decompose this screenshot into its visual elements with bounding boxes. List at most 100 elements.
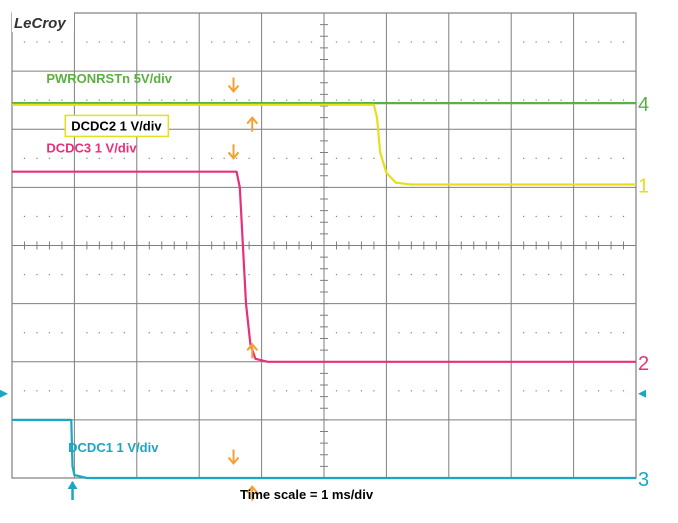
grid-dot	[123, 332, 125, 334]
grid-dot	[123, 157, 125, 159]
grid-dot	[473, 99, 475, 101]
grid-dot	[398, 390, 400, 392]
grid-dot	[48, 332, 51, 334]
grid-dot	[560, 332, 562, 334]
grid-dot	[460, 99, 462, 101]
grid-dot	[161, 273, 163, 276]
grid-dot	[435, 99, 437, 101]
grid-dot	[523, 215, 525, 218]
grid-dot	[161, 332, 163, 334]
grid-dot	[273, 390, 275, 392]
grid-dot	[298, 157, 300, 159]
grid-dot	[423, 215, 425, 218]
grid-dot	[148, 215, 150, 218]
grid-dot	[548, 390, 550, 392]
grid-dot	[585, 273, 587, 276]
grid-dot	[186, 332, 188, 334]
grid-dot	[173, 273, 175, 276]
grid-dot	[498, 99, 500, 101]
grid-dot	[98, 273, 100, 276]
grid-dot	[23, 99, 26, 101]
grid-dot	[161, 390, 163, 392]
grid-dot	[123, 41, 125, 43]
grid-dot	[485, 332, 487, 334]
grid-dot	[161, 157, 163, 159]
grid-dot	[36, 332, 38, 334]
grid-dot	[398, 273, 400, 276]
grid-dot	[98, 157, 100, 159]
grid-dot	[498, 390, 500, 392]
grid-dot	[435, 215, 437, 218]
grid-dot	[273, 157, 275, 159]
grid-dot	[298, 273, 300, 276]
grid-dot	[473, 332, 475, 334]
grid-dot	[460, 390, 462, 392]
trace-name-label: DCDC3 1 V/div	[46, 141, 137, 156]
grid-dot	[597, 332, 600, 334]
grid-dot	[223, 332, 225, 334]
marker-arrow-head	[227, 84, 240, 94]
grid-dot	[373, 215, 375, 218]
level-marker-left	[0, 389, 8, 398]
grid-dot	[298, 41, 300, 43]
grid-dot	[410, 41, 412, 43]
grid-dot	[161, 41, 163, 43]
grid-dot	[61, 273, 63, 276]
grid-dot	[123, 215, 125, 218]
grid-dot	[186, 390, 188, 392]
waveforms	[12, 102, 636, 480]
grid-dot	[498, 273, 500, 276]
grid-dot	[111, 215, 113, 218]
grid-dot	[236, 390, 238, 392]
grid-dot	[186, 215, 188, 218]
grid-dot	[498, 215, 500, 218]
time-scale-label: Time scale = 1 ms/div	[240, 487, 374, 502]
grid-dot	[48, 41, 51, 43]
marker-arrow-head	[227, 151, 240, 160]
grid-dot	[173, 390, 175, 392]
grid-dot	[248, 215, 250, 218]
grid-dot	[348, 157, 350, 159]
grid-dot	[173, 99, 175, 101]
grid-dot	[285, 390, 288, 392]
grid-dot	[23, 390, 26, 392]
grid-dot	[335, 215, 338, 218]
grid-dot	[360, 41, 363, 43]
grid-dot	[36, 215, 38, 218]
grid-dot	[585, 215, 587, 218]
grid-dot	[348, 99, 350, 101]
grid-dot	[273, 332, 275, 334]
grid-dot	[310, 390, 313, 392]
grid-dot	[622, 390, 625, 392]
grid-dot	[360, 390, 363, 392]
grid-dot	[597, 215, 600, 218]
grid-dot	[460, 41, 462, 43]
grid-dot	[285, 332, 288, 334]
grid-dot	[398, 157, 400, 159]
grid-dot	[310, 332, 313, 334]
grid-dot	[535, 273, 537, 276]
grid-dot	[473, 390, 475, 392]
grid-dot	[335, 273, 338, 276]
grid-dot	[236, 215, 238, 218]
level-marker-right	[638, 389, 646, 398]
grid-dot	[61, 41, 63, 43]
grid-dot	[86, 215, 88, 218]
trace-name-label: DCDC2 1 V/div	[71, 118, 162, 133]
channel-number: 3	[638, 469, 649, 491]
grid-dot	[585, 390, 587, 392]
grid-dot	[597, 390, 600, 392]
grid-dot	[485, 41, 487, 43]
grid-dot	[285, 273, 288, 276]
grid-dot	[98, 215, 100, 218]
grid-dot	[310, 99, 313, 101]
trigger-arrow-head	[67, 481, 78, 489]
grid-dot	[410, 215, 412, 218]
grid-dot	[410, 273, 412, 276]
grid-dot	[236, 41, 238, 43]
grid-dot	[410, 332, 412, 334]
grid-dot	[285, 215, 288, 218]
grid-dot	[523, 157, 525, 159]
grid-dot	[523, 99, 525, 101]
grid-dot	[335, 99, 338, 101]
